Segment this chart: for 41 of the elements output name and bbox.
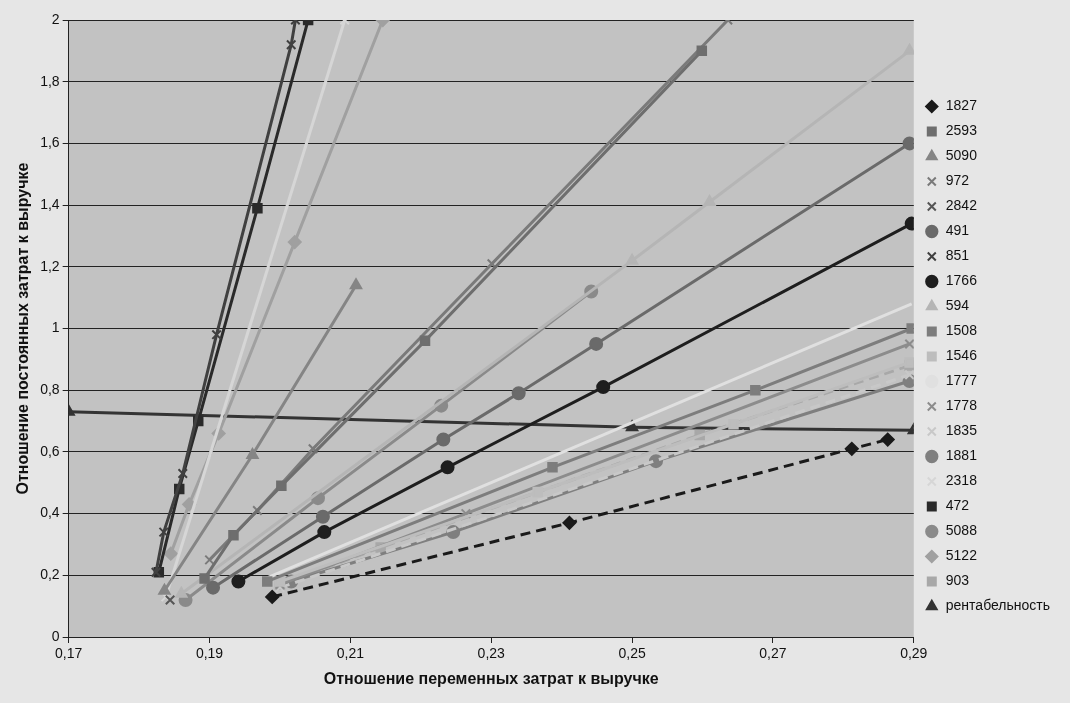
legend-label: 903 xyxy=(945,572,970,589)
x-tick-label: 0,23 xyxy=(477,645,506,662)
y-tick-label: 0,6 xyxy=(40,442,60,459)
legend-label: 5088 xyxy=(945,522,978,539)
legend-label: 2318 xyxy=(945,472,978,489)
y-tick-label: 1,6 xyxy=(40,134,60,151)
x-axis-title: Отношение переменных затрат к выручке xyxy=(323,669,659,687)
y-tick-label: 1,8 xyxy=(40,72,60,89)
legend-label: 1508 xyxy=(945,322,978,339)
legend-label: 491 xyxy=(945,222,970,239)
legend-label: 1546 xyxy=(945,347,978,364)
y-axis-title: Отношение постоянных затрат к выручке xyxy=(14,162,32,495)
legend-label: 851 xyxy=(945,247,970,264)
legend-label: 1881 xyxy=(945,447,978,464)
legend-label: 472 xyxy=(945,497,970,514)
y-tick-label: 1 xyxy=(51,319,60,336)
y-tick-label: 0 xyxy=(51,627,60,644)
legend-label: 2842 xyxy=(945,197,978,214)
legend-label: 2593 xyxy=(945,122,978,139)
x-tick-label: 0,29 xyxy=(900,645,928,662)
y-tick-label: 0,2 xyxy=(40,566,60,583)
y-tick-label: 0,4 xyxy=(40,504,60,521)
legend-label: 1777 xyxy=(945,372,978,389)
x-tick-label: 0,25 xyxy=(618,645,646,662)
x-tick-label: 0,21 xyxy=(336,645,365,662)
legend-label: 1827 xyxy=(945,97,978,114)
legend-label: 594 xyxy=(945,297,970,314)
legend-label: 1835 xyxy=(945,422,978,439)
legend-label: 1766 xyxy=(945,272,978,289)
y-tick-label: 1,4 xyxy=(40,195,60,212)
legend-label: 1778 xyxy=(945,397,978,414)
legend-label: 972 xyxy=(945,172,970,189)
y-tick-label: 1,2 xyxy=(40,257,60,274)
legend-label: рентабельность xyxy=(945,597,1050,614)
legend-label: 5122 xyxy=(945,547,978,564)
y-tick-label: 0,8 xyxy=(40,381,60,398)
x-tick-label: 0,19 xyxy=(195,645,224,662)
x-tick-label: 0,27 xyxy=(759,645,787,662)
y-tick-label: 2 xyxy=(51,10,60,27)
legend-label: 5090 xyxy=(945,147,978,164)
x-tick-label: 0,17 xyxy=(55,645,83,662)
